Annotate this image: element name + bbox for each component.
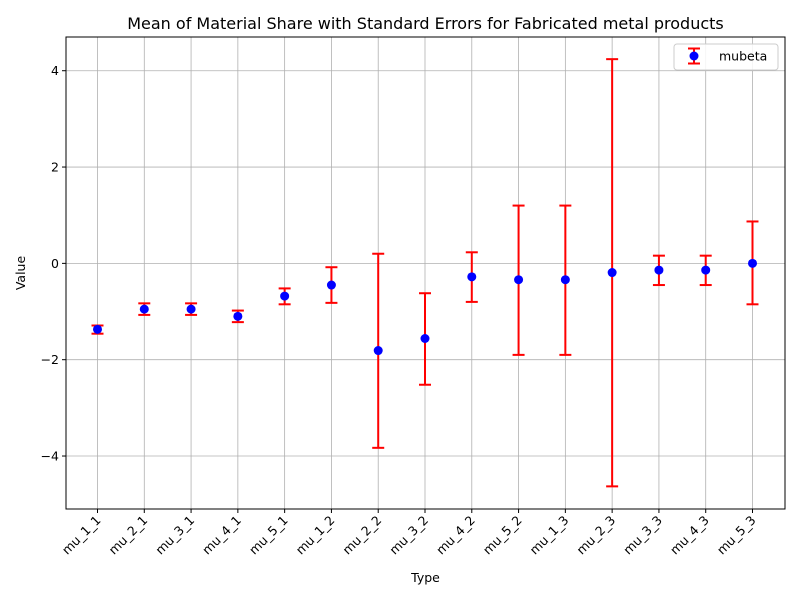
data-point-mu_3_3 [654, 265, 664, 275]
y-tick-label: 2 [51, 160, 59, 175]
y-tick-label: −2 [41, 352, 59, 367]
data-point-mu_2_3 [607, 268, 617, 278]
data-point-mu_2_2 [373, 346, 383, 356]
data-point-mu_4_1 [233, 311, 243, 321]
chart-title: Mean of Material Share with Standard Err… [127, 14, 724, 33]
data-point-mu_4_3 [701, 265, 711, 275]
data-point-mu_1_2 [326, 280, 336, 290]
data-points [93, 258, 757, 356]
data-point-mu_3_2 [420, 334, 430, 344]
x-axis-label: Type [410, 570, 440, 585]
y-tick-label: −4 [41, 449, 59, 464]
legend-label: mubeta [719, 49, 767, 64]
data-point-mu_3_1 [186, 304, 196, 314]
legend: mubeta [673, 43, 779, 71]
data-point-mu_5_3 [748, 258, 757, 268]
data-point-mu_4_2 [467, 272, 477, 282]
legend-marker [689, 51, 699, 61]
data-point-mu_5_1 [280, 291, 290, 301]
data-point-mu_1_1 [93, 324, 102, 334]
y-tick-label: 0 [51, 256, 59, 271]
data-point-mu_2_1 [139, 304, 149, 314]
data-point-mu_5_2 [514, 275, 524, 285]
y-axis-label: Value [13, 256, 28, 291]
y-axis-ticks: −4 −2 0 2 4 [41, 63, 66, 464]
data-point-mu_1_3 [560, 275, 570, 285]
y-tick-label: 4 [51, 63, 59, 78]
